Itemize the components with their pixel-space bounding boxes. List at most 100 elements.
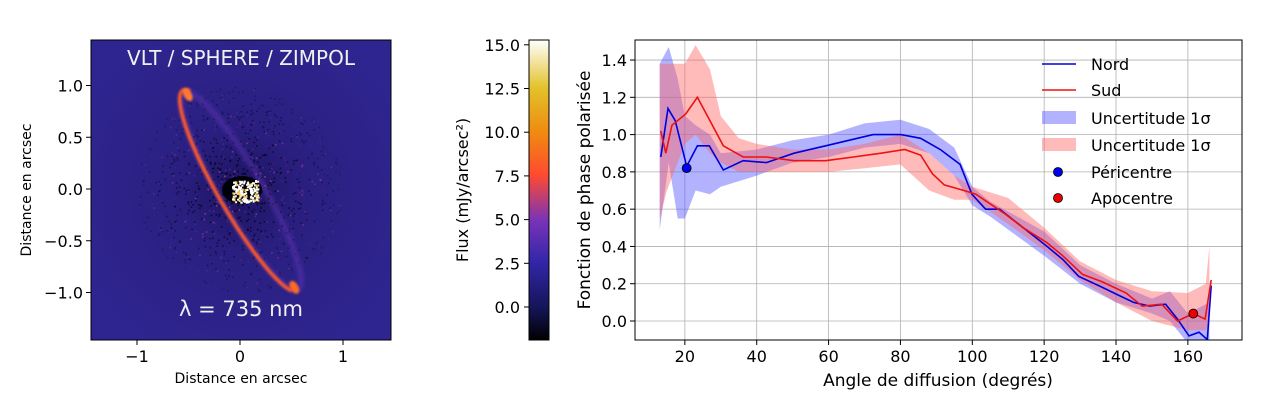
speckle [215,90,218,93]
speckle [237,190,240,193]
speckle [249,122,251,124]
speckle [277,101,280,104]
speckle [288,230,291,233]
speckle [272,221,275,224]
speckle [296,159,298,161]
speckle [277,257,279,259]
speckle [175,220,177,222]
y-tick-label: 1.4 [602,51,627,70]
speckle [263,121,265,124]
speckle [230,115,232,118]
speckle [246,286,249,289]
speckle [336,201,338,204]
speckle [187,212,189,215]
speckle [246,203,248,206]
speckle [165,230,168,232]
speckle [214,251,217,253]
speckle [198,204,200,206]
speckle [250,195,253,198]
legend-label: Uncertitude 1σ [1091,109,1211,128]
speckle [307,157,309,160]
speckle [228,275,230,277]
image-title: VLT / SPHERE / ZIMPOL [127,46,356,70]
speckle [298,191,301,194]
y-tick-label: 0.0 [602,312,627,331]
speckle [240,194,243,197]
speckle [255,165,258,168]
speckle [241,126,244,129]
speckle [211,230,214,233]
speckle [246,169,249,172]
speckle [238,196,241,199]
speckle [185,173,188,175]
speckle [218,201,220,204]
speckle [253,256,256,258]
speckle [187,189,190,191]
speckle [300,165,303,168]
speckle [252,197,255,200]
speckle [212,150,215,153]
speckle [211,147,214,150]
speckle [246,142,248,145]
speckle [269,182,271,184]
legend-label: Sud [1091,81,1121,100]
speckle [256,145,258,147]
speckle [304,260,306,263]
speckle [209,254,212,256]
speckle [203,237,206,239]
ring-ansa-sw [289,280,300,294]
speckle [233,186,235,189]
speckle [270,287,273,289]
speckle [235,154,237,156]
speckle [246,114,249,117]
speckle [229,147,232,149]
speckle [326,174,329,177]
speckle [279,238,281,241]
speckle [327,182,330,185]
speckle [271,167,273,170]
legend-swatch-band [1042,138,1076,151]
speckle [299,202,301,205]
speckle [209,162,212,165]
speckle [233,239,236,242]
y-tick-label: 1.0 [58,77,83,96]
speckle [253,233,256,236]
speckle [234,195,237,198]
speckle [261,202,264,205]
speckle [188,102,190,104]
speckle [241,180,244,183]
speckle [288,207,290,209]
speckle [244,189,247,191]
speckle [260,207,262,209]
speckle [313,161,315,164]
speckle [243,193,246,195]
speckle [279,272,281,275]
speckle [329,207,331,209]
speckle [316,157,319,160]
speckle [247,150,250,152]
speckle [142,180,145,183]
speckle [256,282,258,285]
speckle [261,154,264,157]
speckle [197,269,199,272]
speckle [203,280,206,282]
speckle [209,237,212,240]
speckle [231,272,233,274]
speckle [179,186,181,188]
speckle [256,203,259,206]
speckle [231,90,234,93]
speckle [225,145,228,148]
plot-marks [659,45,1212,340]
speckle [140,196,142,198]
speckle [139,203,141,206]
speckle [257,184,260,187]
legend-swatch-band [1042,111,1076,124]
speckle [231,276,234,278]
speckle [199,204,202,207]
speckle [199,140,202,142]
speckle [267,110,269,113]
speckle [290,268,293,271]
speckle [253,161,255,164]
colorbar-tick-label: 0.0 [495,298,520,317]
